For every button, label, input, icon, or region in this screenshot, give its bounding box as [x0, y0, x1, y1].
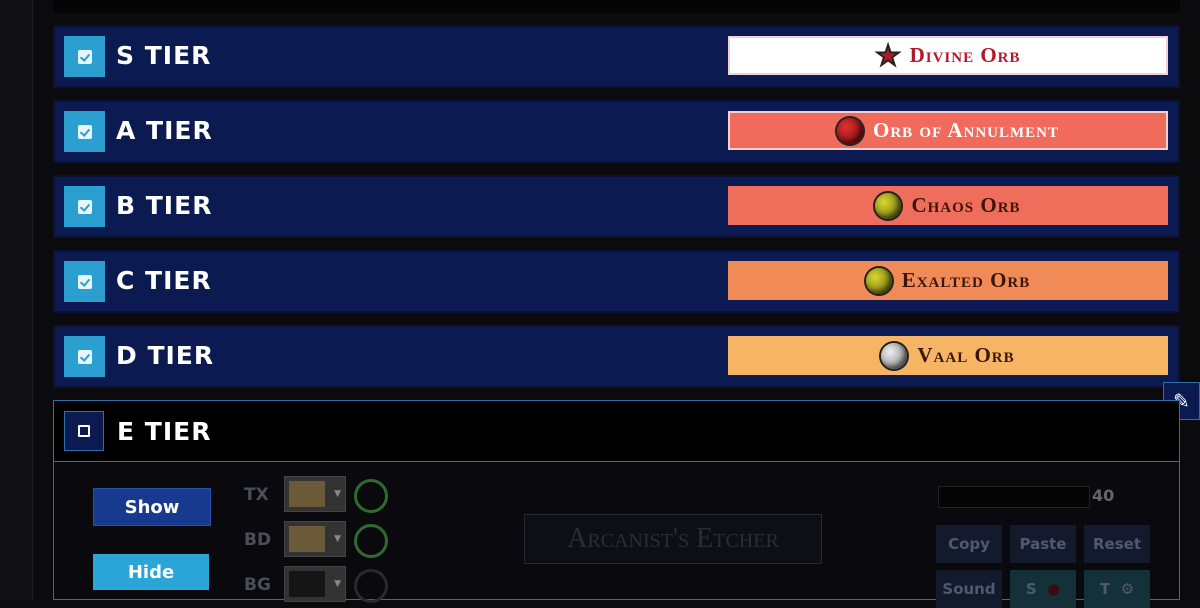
checkbox-checked-icon: [77, 274, 92, 289]
checkbox-checked-icon: [77, 124, 92, 139]
border-color-picker[interactable]: ▼: [284, 521, 346, 557]
red-orb-icon: [836, 117, 863, 144]
yellow-orb-icon: [875, 192, 902, 219]
item-badge[interactable]: Chaos Orb: [728, 186, 1168, 225]
tier-label: B TIER: [116, 191, 213, 220]
gear-icon: ⚙: [1120, 580, 1135, 598]
item-name: Divine Orb: [909, 43, 1021, 67]
checkbox-checked-icon: [77, 349, 92, 364]
tier-label: D TIER: [116, 341, 215, 370]
hide-button[interactable]: Hide: [93, 554, 209, 590]
tier-row[interactable]: D TIER Vaal Orb: [53, 325, 1180, 388]
item-preview: Arcanist's Etcher: [524, 514, 822, 564]
tier-checkbox[interactable]: [64, 261, 105, 302]
item-badge[interactable]: Orb of Annulment: [728, 111, 1168, 150]
show-button[interactable]: Show: [93, 488, 211, 526]
sound-s-button[interactable]: S ●: [1010, 570, 1076, 608]
item-name: Chaos Orb: [911, 193, 1021, 217]
background-color-label: BG: [244, 575, 271, 595]
font-size-slider[interactable]: [938, 486, 1090, 508]
item-name: Vaal Orb: [917, 343, 1015, 367]
copy-button[interactable]: Copy: [936, 525, 1002, 563]
paste-button[interactable]: Paste: [1010, 525, 1076, 563]
star-icon: ★: [875, 40, 902, 72]
left-sidebar: [0, 0, 33, 600]
font-size-value: 40: [1092, 486, 1115, 505]
border-color-label: BD: [244, 530, 272, 550]
background-color-picker[interactable]: ▼: [284, 566, 346, 602]
text-color-picker[interactable]: ▼: [284, 476, 346, 512]
checkbox-checked-icon: [77, 199, 92, 214]
silver-orb-icon: [881, 342, 908, 369]
tier-checkbox[interactable]: [64, 336, 105, 377]
item-name: Orb of Annulment: [872, 118, 1059, 142]
text-color-toggle[interactable]: [354, 479, 388, 513]
tier-row[interactable]: S TIER ★ Divine Orb: [53, 25, 1180, 88]
tier-row[interactable]: B TIER Chaos Orb: [53, 175, 1180, 238]
tier-label: A TIER: [116, 116, 213, 145]
item-badge[interactable]: ★ Divine Orb: [728, 36, 1168, 75]
tier-checkbox[interactable]: [64, 411, 104, 451]
checkbox-checked-icon: [77, 49, 92, 64]
item-badge[interactable]: Exalted Orb: [728, 261, 1168, 300]
checkbox-icon: [78, 425, 90, 437]
sound-t-button[interactable]: T ⚙: [1084, 570, 1150, 608]
text-color-label: TX: [244, 485, 269, 505]
item-name: Exalted Orb: [901, 268, 1031, 292]
sound-s-label: S: [1025, 580, 1037, 598]
tier-row[interactable]: C TIER Exalted Orb: [53, 250, 1180, 313]
tier-label: E TIER: [117, 417, 212, 446]
background-color-toggle[interactable]: [354, 569, 388, 603]
tier-row-e[interactable]: E TIER: [53, 400, 1180, 462]
reset-button[interactable]: Reset: [1084, 525, 1150, 563]
tier-label: S TIER: [116, 41, 212, 70]
item-badge[interactable]: Vaal Orb: [728, 336, 1168, 375]
tier-label: C TIER: [116, 266, 212, 295]
tier-row[interactable]: A TIER Orb of Annulment: [53, 100, 1180, 163]
sound-dot-icon: ●: [1047, 580, 1061, 598]
sound-t-label: T: [1099, 580, 1111, 598]
border-color-toggle[interactable]: [354, 524, 388, 558]
tier-checkbox[interactable]: [64, 186, 105, 227]
top-bar: [53, 0, 1180, 13]
sound-label: Sound: [936, 570, 1002, 608]
yellow-orb-icon: [865, 267, 892, 294]
tier-checkbox[interactable]: [64, 36, 105, 77]
tier-editor-panel: Show Hide TX ▼ BD ▼ BG ▼ Arcanist's Etch…: [53, 462, 1180, 608]
tier-checkbox[interactable]: [64, 111, 105, 152]
